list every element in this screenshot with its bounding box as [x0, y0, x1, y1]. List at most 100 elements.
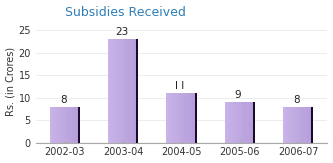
- Bar: [246, 102, 247, 143]
- Bar: [135, 39, 137, 143]
- Text: 8: 8: [60, 95, 66, 105]
- Bar: [311, 107, 313, 143]
- Bar: [298, 107, 300, 143]
- Bar: [175, 93, 177, 143]
- Bar: [292, 107, 294, 143]
- Bar: [183, 93, 184, 143]
- Bar: [136, 39, 139, 143]
- Bar: [304, 107, 306, 143]
- Bar: [225, 102, 226, 143]
- Bar: [69, 107, 71, 143]
- Bar: [289, 107, 291, 143]
- Bar: [295, 107, 297, 143]
- Bar: [166, 93, 168, 143]
- Bar: [238, 102, 240, 143]
- Bar: [180, 93, 181, 143]
- Bar: [234, 102, 235, 143]
- Bar: [51, 107, 53, 143]
- Bar: [119, 39, 120, 143]
- Bar: [114, 39, 116, 143]
- Bar: [59, 107, 60, 143]
- Bar: [122, 39, 123, 143]
- Bar: [237, 102, 238, 143]
- Bar: [244, 102, 246, 143]
- Bar: [300, 107, 301, 143]
- Text: 23: 23: [115, 27, 128, 37]
- Bar: [66, 107, 68, 143]
- Bar: [113, 39, 114, 143]
- Bar: [228, 102, 229, 143]
- Bar: [241, 102, 243, 143]
- Bar: [171, 93, 172, 143]
- Bar: [71, 107, 73, 143]
- Text: Subsidies Received: Subsidies Received: [65, 6, 186, 19]
- Bar: [235, 102, 237, 143]
- Bar: [192, 93, 194, 143]
- Bar: [186, 93, 187, 143]
- Bar: [126, 39, 128, 143]
- Bar: [194, 93, 195, 143]
- Bar: [225, 102, 255, 143]
- Bar: [74, 107, 76, 143]
- Bar: [57, 107, 59, 143]
- Bar: [54, 107, 56, 143]
- Bar: [288, 107, 289, 143]
- Bar: [68, 107, 69, 143]
- Bar: [125, 39, 126, 143]
- Bar: [189, 93, 191, 143]
- Bar: [131, 39, 132, 143]
- Text: 9: 9: [235, 90, 241, 100]
- Bar: [297, 107, 298, 143]
- Bar: [132, 39, 134, 143]
- Bar: [137, 39, 139, 143]
- Bar: [312, 107, 313, 143]
- Bar: [301, 107, 303, 143]
- Bar: [229, 102, 231, 143]
- Text: 8: 8: [293, 95, 300, 105]
- Bar: [194, 93, 197, 143]
- Bar: [174, 93, 175, 143]
- Bar: [63, 107, 65, 143]
- Bar: [79, 107, 80, 143]
- Bar: [310, 107, 312, 143]
- Bar: [253, 102, 255, 143]
- Bar: [195, 93, 197, 143]
- Bar: [128, 39, 129, 143]
- Bar: [247, 102, 249, 143]
- Bar: [240, 102, 241, 143]
- Bar: [181, 93, 183, 143]
- Bar: [178, 93, 180, 143]
- Bar: [285, 107, 286, 143]
- Bar: [62, 107, 63, 143]
- Bar: [172, 93, 174, 143]
- Bar: [134, 39, 135, 143]
- Bar: [283, 107, 313, 143]
- Bar: [56, 107, 57, 143]
- Bar: [309, 107, 310, 143]
- Bar: [76, 107, 77, 143]
- Bar: [191, 93, 192, 143]
- Bar: [123, 39, 125, 143]
- Bar: [50, 107, 51, 143]
- Bar: [129, 39, 131, 143]
- Bar: [294, 107, 295, 143]
- Bar: [108, 39, 110, 143]
- Bar: [111, 39, 113, 143]
- Bar: [249, 102, 250, 143]
- Bar: [168, 93, 169, 143]
- Bar: [286, 107, 288, 143]
- Bar: [116, 39, 117, 143]
- Bar: [252, 102, 253, 143]
- Bar: [78, 107, 80, 143]
- Bar: [306, 107, 307, 143]
- Bar: [184, 93, 186, 143]
- Bar: [73, 107, 74, 143]
- Bar: [303, 107, 304, 143]
- Bar: [117, 39, 119, 143]
- Bar: [283, 107, 285, 143]
- Bar: [187, 93, 189, 143]
- Bar: [226, 102, 228, 143]
- Bar: [253, 102, 255, 143]
- Bar: [110, 39, 111, 143]
- Bar: [108, 39, 139, 143]
